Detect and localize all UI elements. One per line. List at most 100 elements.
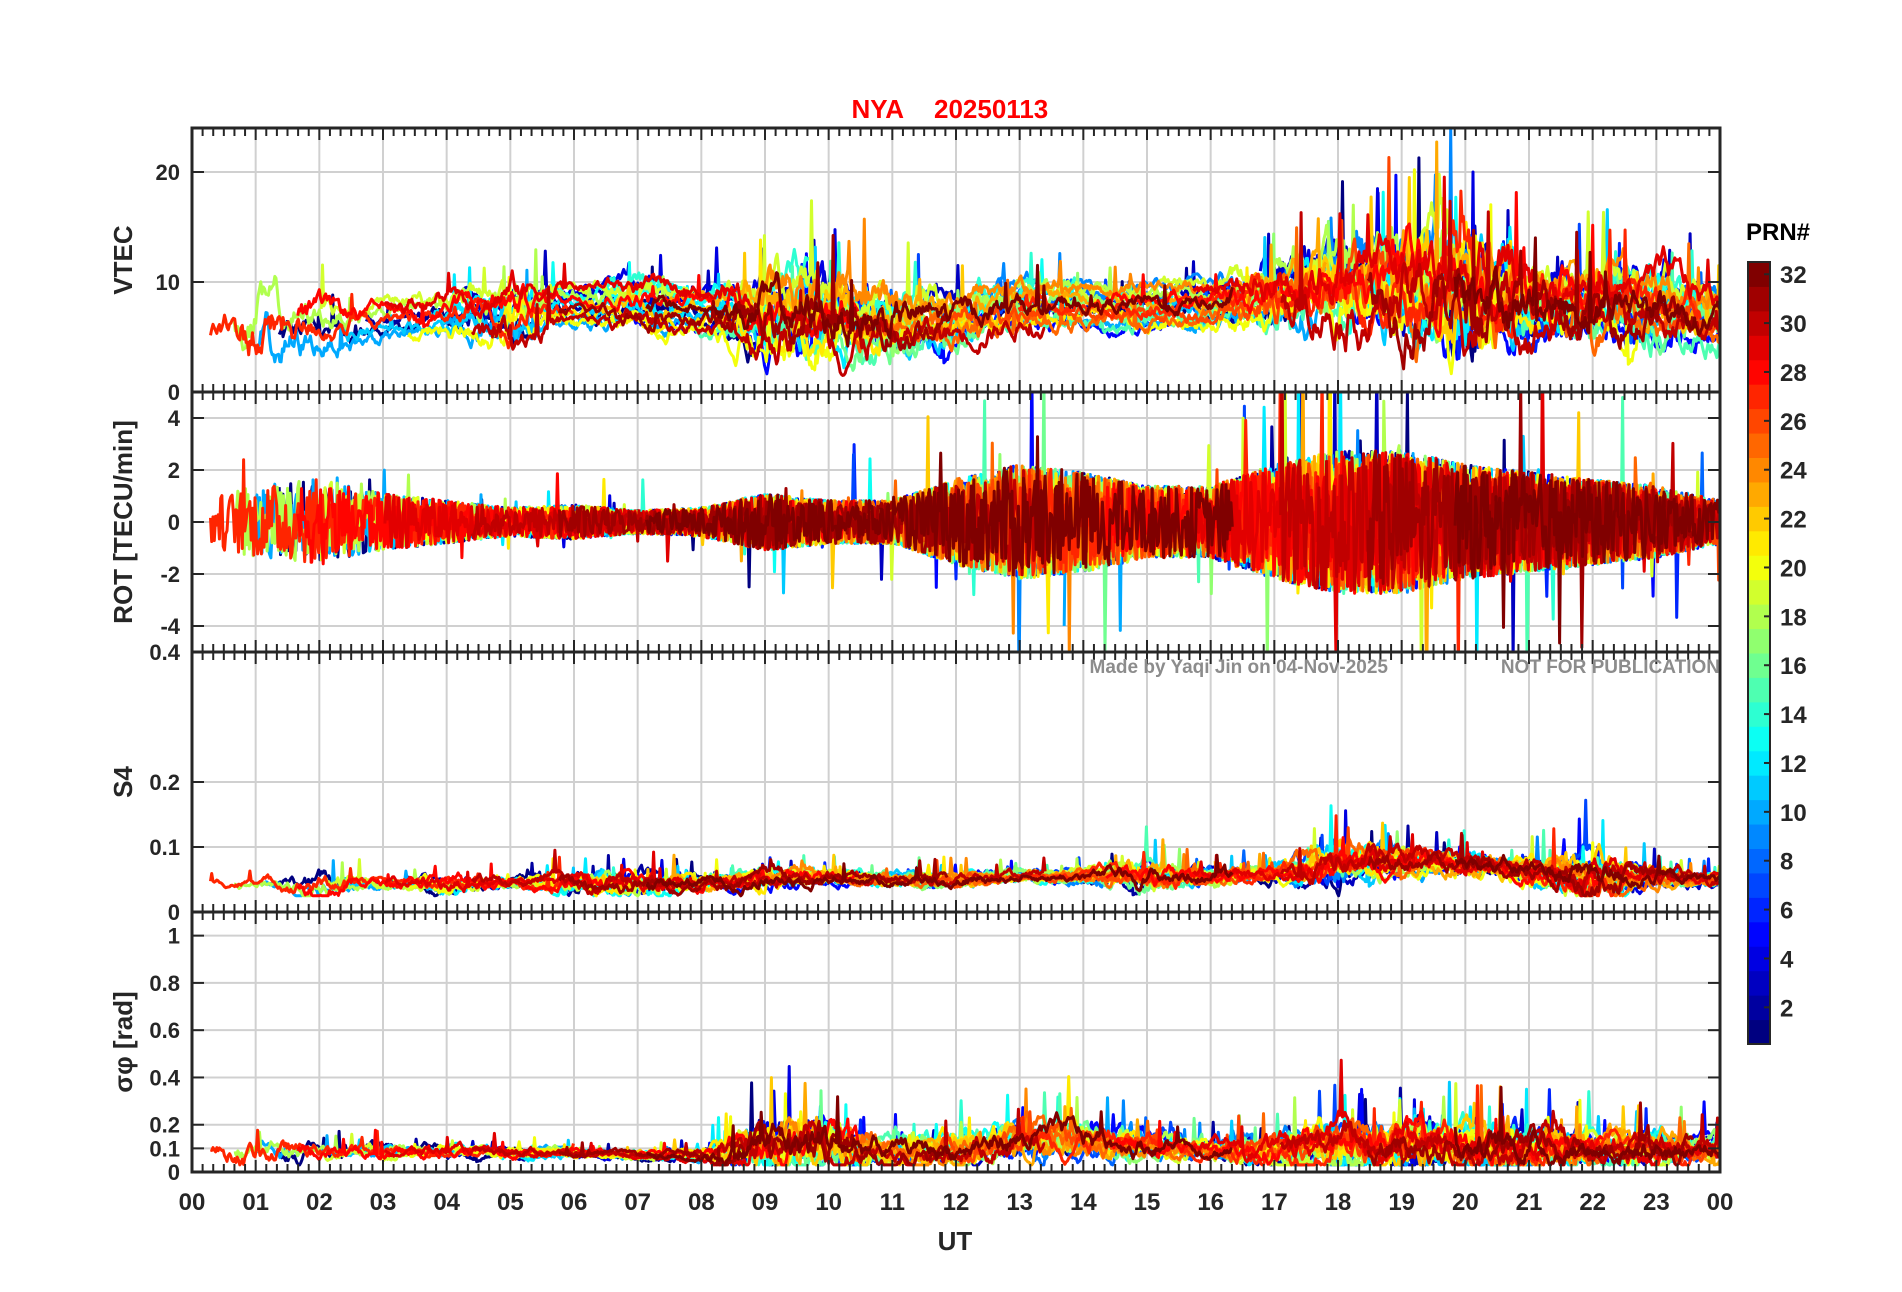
- y-tick-label: 10: [156, 270, 180, 295]
- x-tick-label: 18: [1325, 1189, 1352, 1216]
- y-tick-label: 0.6: [149, 1018, 180, 1043]
- colorbar-tick-label: 2: [1780, 995, 1793, 1022]
- prn-series-line-31: [1366, 1101, 1694, 1167]
- y-tick-label: 1: [168, 924, 180, 949]
- x-tick-label: 14: [1070, 1189, 1097, 1216]
- x-tick-label: 02: [306, 1189, 333, 1216]
- x-tick-labels: 00 01 02 03 04 05 06 07 08 09 10 11 12 13 14 15 16 17 18 19…: [179, 1189, 1734, 1216]
- prn-series-line-32: [1453, 236, 1720, 336]
- figure-title-station: NYA: [851, 94, 904, 124]
- x-tick-label: 09: [752, 1189, 779, 1216]
- colorbar-segment: [1748, 628, 1770, 654]
- s4-panel: 0 0.1 0.2 0.4 S4: [108, 640, 1722, 925]
- series-group: [209, 128, 1720, 377]
- y-tick-label: 0.4: [149, 640, 180, 665]
- colorbar-segment: [1748, 995, 1770, 1021]
- x-tick-label: 01: [242, 1189, 269, 1216]
- colorbar-segment: [1748, 921, 1770, 947]
- colorbar-segment: [1748, 701, 1770, 727]
- colorbar-segment: [1748, 262, 1770, 287]
- colorbar-tick-label: 22: [1780, 507, 1807, 534]
- x-tick-label: 17: [1261, 1189, 1288, 1216]
- colorbar-segment: [1748, 726, 1770, 752]
- y-axis-label: ROT [TECU/min]: [108, 420, 138, 624]
- colorbar-tick-label: 20: [1780, 555, 1807, 582]
- colorbar-label: PRN#: [1746, 219, 1810, 246]
- y-tick-label: -4: [160, 614, 180, 639]
- colorbar-segment: [1748, 310, 1770, 336]
- x-tick-label: 04: [433, 1189, 460, 1216]
- colorbar-tick-label: 18: [1780, 604, 1807, 631]
- colorbar-segment: [1748, 653, 1770, 678]
- colorbar-segment: [1748, 359, 1770, 385]
- colorbar-segment: [1748, 848, 1770, 874]
- prn-series-line-2: [365, 854, 699, 897]
- colorbar-tick-label: 6: [1780, 898, 1793, 925]
- colorbar-tick-label: 28: [1780, 360, 1807, 387]
- x-tick-label: 21: [1516, 1189, 1543, 1216]
- colorbar-tick-label: 4: [1780, 946, 1794, 973]
- sigma-phi-panel: 00.10.2 0.4 0.6 0.8 1 σφ [rad]: [108, 910, 1722, 1185]
- colorbar-segment: [1748, 384, 1770, 410]
- x-tick-label: 03: [370, 1189, 397, 1216]
- colorbar-tick-label: 10: [1780, 800, 1807, 827]
- colorbar-tick-label: 14: [1780, 702, 1807, 729]
- y-axis-label: σφ [rad]: [108, 991, 138, 1092]
- prn-series-line-32: [645, 853, 1234, 898]
- colorbar-segment: [1748, 530, 1770, 556]
- x-tick-label: 16: [1197, 1189, 1224, 1216]
- prn-series-line-32: [1453, 1085, 1720, 1167]
- colorbar-segment: [1748, 677, 1770, 703]
- colorbar-segment: [1748, 579, 1770, 605]
- y-axis-label: VTEC: [108, 225, 138, 295]
- watermark-author: Made by Yaqi Jin on 04-Nov-2025: [1090, 657, 1389, 678]
- y-tick-label: 0.1: [149, 1136, 180, 1161]
- y-tick-label: 2: [168, 458, 180, 483]
- colorbar-segment: [1748, 799, 1770, 825]
- colorbar-tick-label: 8: [1780, 849, 1793, 876]
- x-tick-label: 00: [1707, 1189, 1734, 1216]
- x-tick-label: 07: [624, 1189, 651, 1216]
- y-tick-label: 0: [168, 380, 180, 405]
- y-tick-label: 0.2: [149, 770, 180, 795]
- x-tick-label: 20: [1452, 1189, 1479, 1216]
- colorbar-tick-label: 12: [1780, 751, 1807, 778]
- colorbar-tick-label: 30: [1780, 311, 1807, 338]
- series-group: [209, 798, 1720, 898]
- x-axis-label: UT: [938, 1226, 973, 1256]
- x-tick-label: 10: [815, 1189, 842, 1216]
- prn-series-line-32: [645, 263, 1234, 348]
- prn-series-line-29: [384, 850, 762, 895]
- prn-series-line-32: [1453, 464, 1720, 645]
- y-tick-label: 0: [168, 510, 180, 535]
- colorbar-segment: [1748, 604, 1770, 630]
- colorbar-segment: [1748, 824, 1770, 849]
- colorbar-tick-label: 26: [1780, 409, 1807, 436]
- x-tick-label: 00: [179, 1189, 206, 1216]
- prn-series-line-23: [668, 217, 1328, 339]
- prn-series-line-32: [645, 1095, 1233, 1167]
- prn-series-line-24: [755, 217, 1230, 322]
- colorbar-segment: [1748, 408, 1770, 434]
- y-tick-label: 0: [168, 900, 180, 925]
- colorbar-segment: [1748, 335, 1770, 361]
- colorbar-segment: [1748, 481, 1770, 507]
- prn-series-line-30: [1279, 1109, 1720, 1167]
- y-tick-label: 4: [168, 406, 181, 431]
- colorbar-segment: [1748, 1019, 1770, 1045]
- colorbar-segment: [1748, 872, 1770, 898]
- y-tick-label: 0.1: [149, 835, 180, 860]
- prn-series-line-27: [209, 292, 574, 357]
- prn-series-line-29: [384, 262, 762, 335]
- rot-panel: -4 -2 0 2 4 ROT [TECU/min]: [108, 390, 1722, 654]
- series-group: [209, 1058, 1720, 1167]
- colorbar-segment: [1748, 457, 1770, 483]
- prn-series-line-28: [1105, 836, 1604, 898]
- figure-title-date: 20250113: [934, 94, 1048, 124]
- colorbar-segment: [1748, 286, 1770, 312]
- colorbar-segment: [1748, 750, 1770, 776]
- colorbar-segment: [1748, 506, 1770, 532]
- x-tick-label: 13: [1006, 1189, 1033, 1216]
- y-tick-label: -2: [160, 562, 180, 587]
- x-tick-label: 22: [1579, 1189, 1606, 1216]
